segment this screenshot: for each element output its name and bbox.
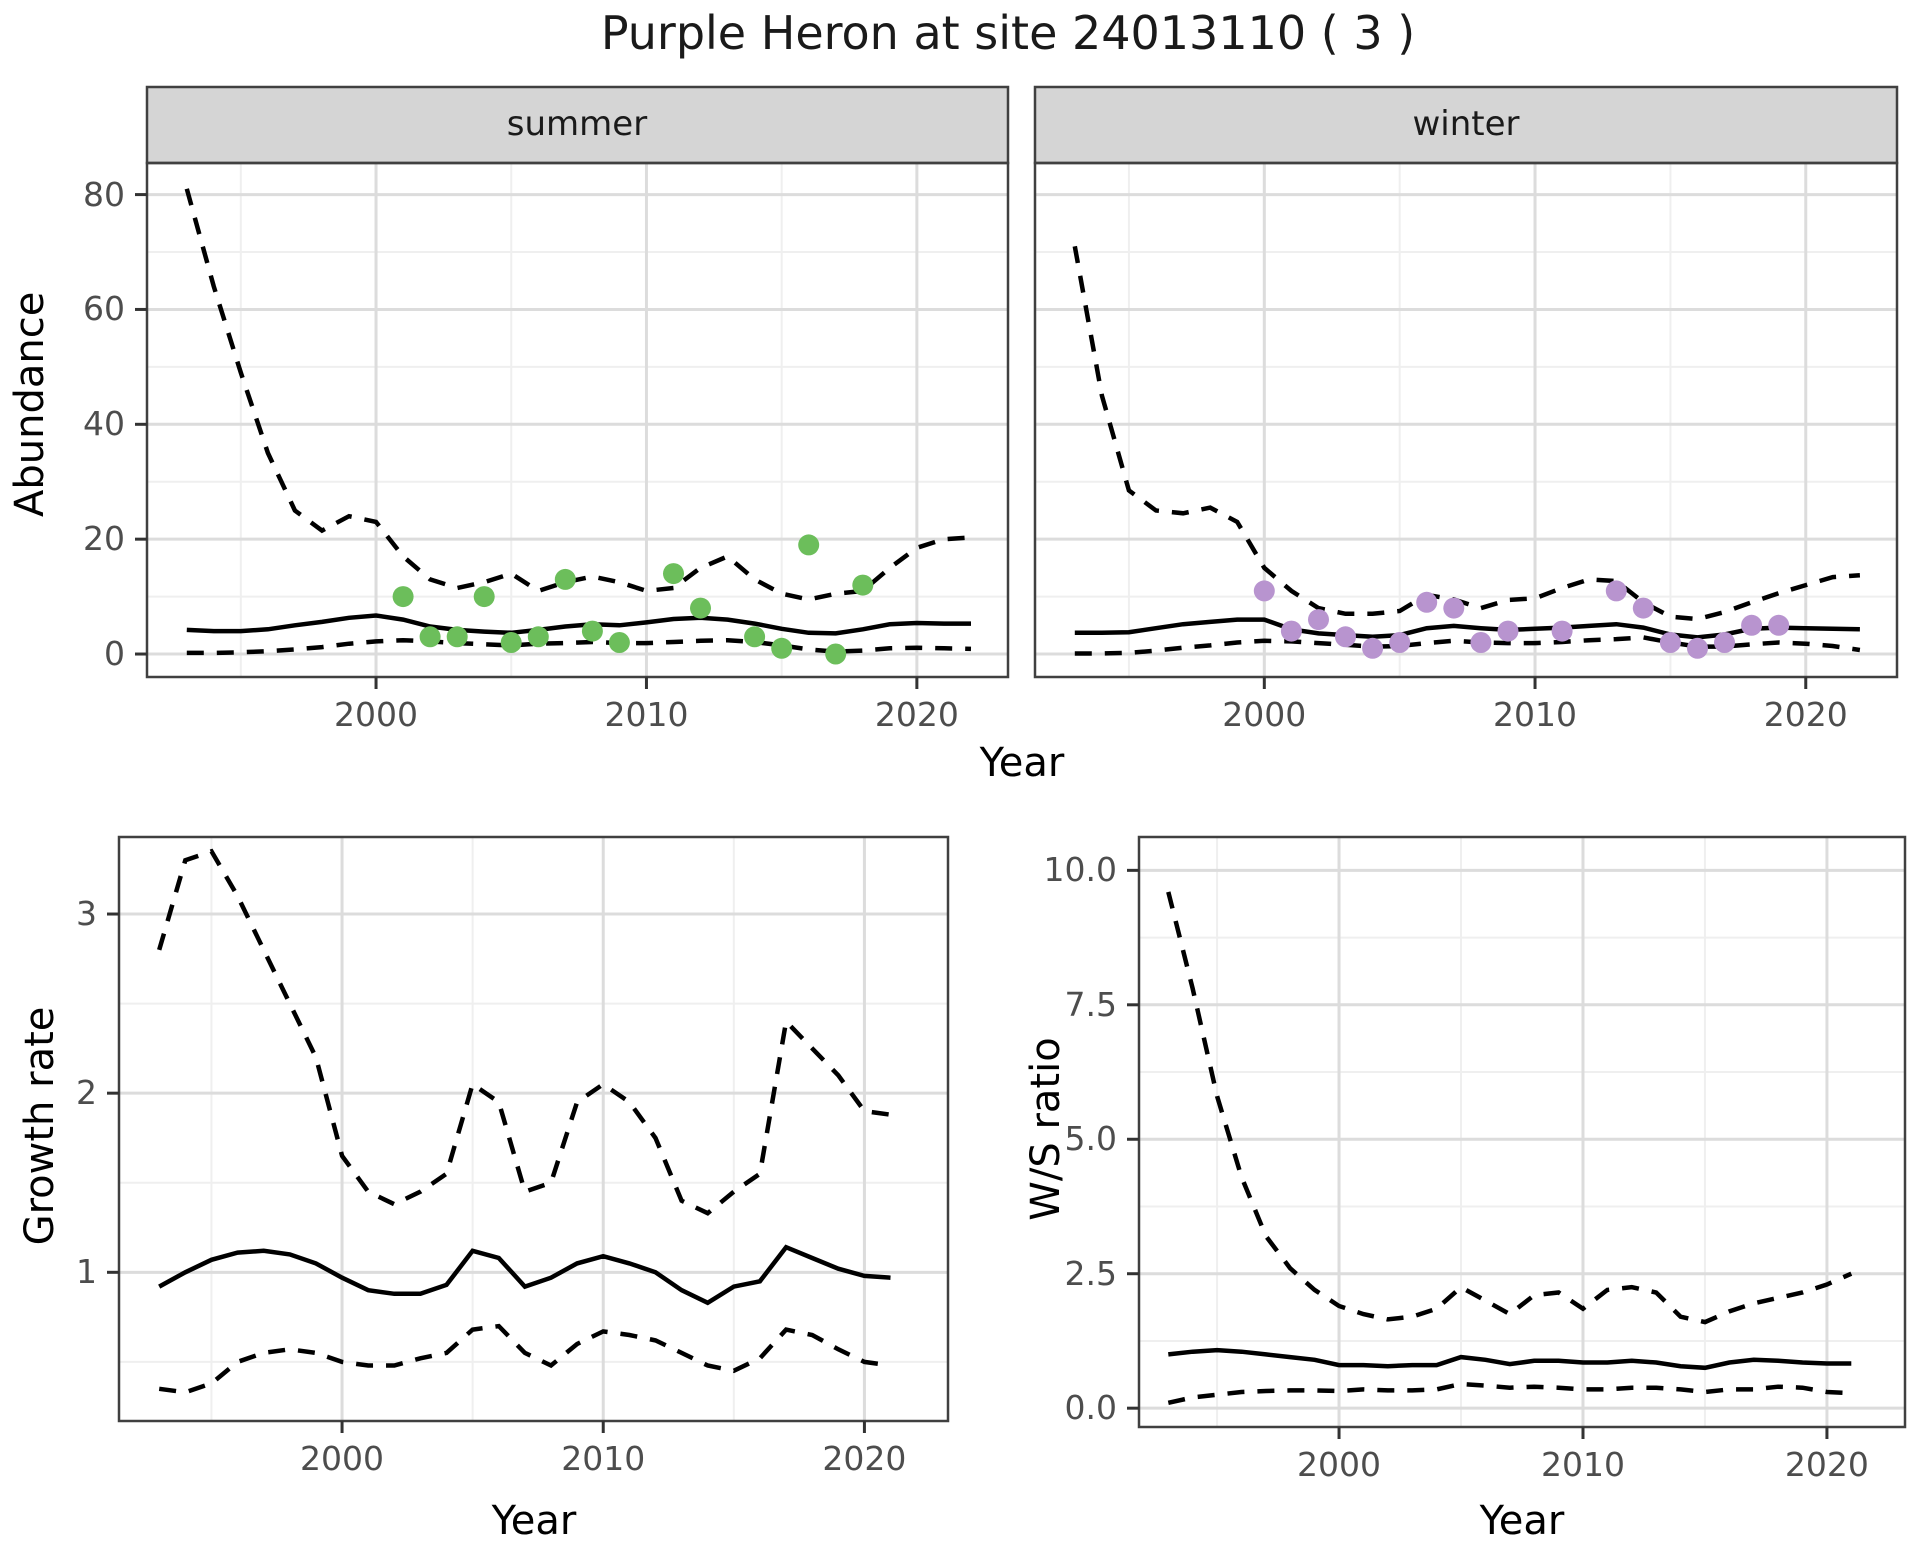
abundance-summer-observed-point (771, 637, 793, 659)
x-tick-label: 2010 (1493, 695, 1578, 734)
abundance-winter-observed-point (1768, 614, 1790, 636)
facet-strip (145, 85, 1010, 165)
abundance-summer-observed-point (473, 586, 495, 608)
abundance-winter-upper-95ci-line (1072, 245, 1861, 622)
abundance-winter-observed-point (1389, 632, 1411, 653)
abundance-summer-median-line (186, 613, 971, 636)
x-tick-label: 2010 (604, 695, 689, 734)
y-axis-title-growth-rate: Growth rate (17, 1006, 63, 1246)
panel-abundance-summer (135, 85, 1010, 689)
x-tick-label: 2000 (334, 695, 419, 734)
abundance-summer-lower-95ci-line (186, 637, 972, 656)
abundance-winter-observed-point (1335, 626, 1356, 648)
facet-strip-label-summer: summer (506, 104, 648, 144)
abundance-winter-observed-point (1443, 597, 1465, 619)
abundance-winter-observed-point (1280, 620, 1302, 642)
panel-background (1035, 163, 1897, 677)
y-tick-label: 20 (83, 519, 125, 559)
y-tick-label: 0.0 (1064, 1388, 1117, 1428)
abundance-winter-observed-point (1416, 591, 1438, 613)
ws-ratio-upper-95ci-line (1166, 891, 1853, 1325)
page-title: Purple Heron at site 24013110 ( 3 ) (600, 6, 1416, 60)
y-tick-label: 5.0 (1064, 1119, 1117, 1159)
abundance-winter-observed-point (1659, 632, 1681, 653)
abundance-winter-observed-point (1551, 620, 1573, 642)
x-tick-label: 2000 (1222, 695, 1307, 734)
panel-abundance-winter (1033, 85, 1899, 689)
abundance-summer-upper-95ci-line (184, 188, 972, 602)
abundance-winter-observed-point (1362, 637, 1384, 659)
x-tick-label: 2010 (1540, 1445, 1625, 1484)
y-tick-label: 40 (83, 404, 125, 444)
abundance-summer-observed-point (581, 620, 603, 642)
x-tick-label: 2000 (300, 1439, 385, 1478)
y-tick-label: 60 (83, 289, 125, 329)
abundance-winter-observed-point (1741, 614, 1763, 636)
panel-background (147, 163, 1008, 677)
abundance-winter-lower-95ci-line (1074, 635, 1861, 656)
x-tick-label: 2020 (1784, 1445, 1869, 1484)
abundance-summer-observed-point (690, 597, 711, 619)
panel-background (119, 837, 948, 1421)
growth-rate-median-line (158, 1244, 891, 1306)
abundance-summer-observed-point (852, 574, 874, 596)
growth-rate-upper-95ci-line (157, 848, 891, 1216)
abundance-summer-observed-point (419, 626, 441, 648)
abundance-winter-observed-point (1687, 637, 1708, 659)
x-axis-title-year-ws: Year (1479, 1498, 1565, 1544)
x-tick-label: 2020 (874, 695, 959, 734)
facet-strip-label-winter: winter (1412, 104, 1520, 144)
x-axis-title-year-growth: Year (491, 1498, 577, 1544)
x-tick-label: 2020 (1763, 695, 1848, 734)
abundance-summer-observed-point (798, 534, 820, 556)
y-tick-label: 80 (83, 174, 125, 214)
abundance-winter-observed-point (1714, 632, 1735, 653)
x-axis-title-year-top: Year (979, 740, 1065, 786)
abundance-summer-observed-point (500, 632, 522, 653)
abundance-summer-observed-point (608, 632, 630, 653)
panel-background (1139, 837, 1905, 1427)
abundance-summer-observed-point (392, 586, 414, 608)
abundance-summer-observed-point (554, 568, 576, 590)
abundance-winter-observed-point (1253, 580, 1275, 602)
x-tick-label: 2020 (822, 1439, 907, 1478)
panel-border (145, 161, 1010, 679)
growth-rate-lower-95ci-line (158, 1323, 891, 1395)
y-tick-label: 7.5 (1064, 984, 1117, 1024)
panel-border (117, 835, 950, 1423)
y-tick-label: 10.0 (1043, 850, 1117, 890)
abundance-summer-observed-point (446, 626, 468, 648)
panel-border (1137, 835, 1907, 1429)
abundance-winter-observed-point (1497, 620, 1519, 642)
x-tick-label: 2010 (561, 1439, 646, 1478)
abundance-winter-observed-point (1605, 580, 1627, 602)
y-tick-label: 0 (104, 634, 125, 674)
abundance-summer-observed-point (527, 626, 549, 648)
ws-ratio-median-line (1168, 1347, 1852, 1371)
panel-ws-ratio (1127, 835, 1907, 1439)
y-tick-label: 3 (76, 894, 97, 934)
abundance-winter-observed-point (1632, 597, 1654, 619)
panel-border (1033, 161, 1899, 679)
y-tick-label: 2 (76, 1073, 97, 1113)
y-tick-label: 1 (76, 1252, 97, 1292)
panel-growth-rate (107, 835, 950, 1433)
abundance-winter-observed-point (1308, 609, 1329, 631)
abundance-winter-observed-point (1470, 632, 1492, 653)
x-tick-label: 2000 (1297, 1445, 1382, 1484)
abundance-summer-observed-point (663, 563, 684, 585)
y-tick-label: 2.5 (1064, 1253, 1117, 1293)
ws-ratio-lower-95ci-line (1167, 1381, 1852, 1405)
abundance-summer-observed-point (825, 643, 847, 665)
abundance-summer-observed-point (744, 626, 766, 648)
